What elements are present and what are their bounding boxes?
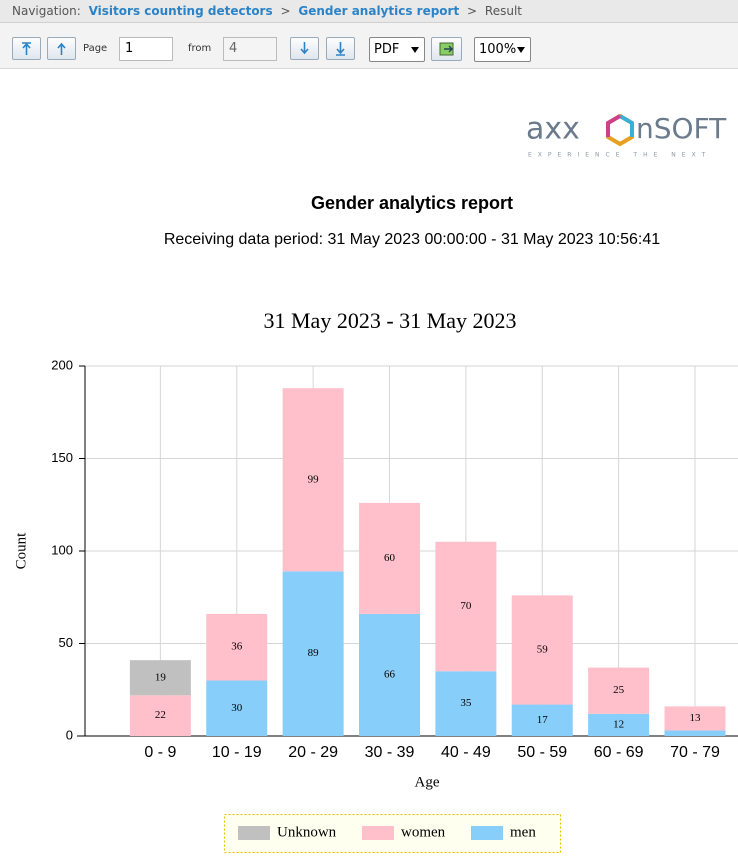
y-tick-label: 200	[51, 357, 73, 372]
x-tick-label: 20 - 29	[288, 744, 338, 761]
bar-segment	[435, 541, 497, 672]
y-axis-label: Count	[13, 532, 29, 570]
bar-segment	[358, 502, 420, 614]
data-label: 70	[460, 600, 472, 612]
data-label: 25	[613, 684, 625, 696]
chart: 31 May 2023 - 31 May 2023 0 50 100 150 200 Cou…	[13, 308, 738, 853]
report-period: Receiving data period: 31 May 2023 00:00…	[163, 231, 661, 248]
data-label: 12	[613, 718, 624, 730]
y-tick-label: 100	[51, 542, 73, 557]
first-page-button[interactable]	[12, 37, 41, 60]
y-tick-label: 0	[66, 727, 73, 742]
legend-swatch	[238, 826, 270, 840]
legend-swatch	[362, 826, 394, 840]
legend-swatch	[471, 826, 503, 840]
next-page-button[interactable]	[290, 37, 319, 60]
total-pages: 4	[223, 37, 277, 61]
chart-title: 31 May 2023 - 31 May 2023	[264, 308, 517, 333]
bar-segment	[282, 571, 344, 736]
data-label: 60	[384, 552, 396, 564]
bar-segment	[511, 595, 573, 705]
data-label: 89	[308, 647, 320, 659]
export-button[interactable]	[431, 37, 462, 61]
data-label: 17	[537, 714, 549, 726]
logo-text: nSOFT	[636, 112, 727, 145]
nav-current: Result	[484, 4, 522, 18]
bar-segment	[435, 671, 497, 736]
x-tick-label: 40 - 49	[441, 744, 491, 761]
data-label: 19	[155, 671, 167, 683]
navigation-bar: Navigation: Visitors counting detectors …	[0, 0, 738, 23]
nav-link[interactable]: Gender analytics report	[298, 4, 460, 18]
data-label: 35	[460, 697, 472, 709]
data-label: 99	[308, 473, 320, 485]
nav-label: Navigation:	[12, 4, 81, 18]
data-label: 59	[537, 644, 549, 656]
bar-segment	[206, 613, 268, 681]
nav-link[interactable]: Visitors counting detectors	[88, 4, 273, 18]
last-page-button[interactable]	[326, 37, 355, 60]
bar-segment	[282, 388, 344, 572]
x-tick-label: 10 - 19	[212, 744, 262, 761]
report-title: Gender analytics report	[310, 193, 514, 213]
bar-segment	[664, 706, 726, 731]
data-label: 30	[231, 702, 243, 714]
data-label: 22	[155, 709, 166, 721]
logo-tagline: EXPERIENCE THE NEXT	[528, 152, 711, 159]
y-tick-label: 50	[59, 635, 73, 650]
data-label: 66	[384, 668, 396, 680]
legend-label: Unknown	[277, 824, 337, 840]
prev-page-button[interactable]	[47, 37, 76, 60]
bar-segment	[129, 695, 191, 736]
logo-text: axx	[526, 112, 580, 147]
x-tick-label: 0 - 9	[144, 744, 176, 761]
data-label: 36	[231, 641, 243, 653]
x-tick-label: 50 - 59	[517, 744, 567, 761]
bar-segment	[206, 680, 268, 736]
y-tick-label: 150	[51, 450, 73, 465]
bar-segment	[588, 667, 650, 714]
legend-label: women	[401, 824, 446, 840]
bar-segment	[588, 713, 650, 736]
page-label: Page	[83, 43, 108, 54]
bar-segment	[664, 730, 726, 736]
zoom-select[interactable]: 100%	[474, 37, 531, 62]
x-tick-label: 70 - 79	[670, 744, 720, 761]
bar-segment	[129, 660, 191, 696]
from-label: from	[188, 43, 212, 54]
nav-separator: >	[280, 4, 291, 18]
bar-segment	[358, 613, 420, 736]
toolbar: Page 1 from 4 PDF 100%	[0, 23, 738, 69]
legend-label: men	[510, 824, 536, 840]
bar-segment	[511, 704, 573, 736]
data-label: 13	[689, 712, 701, 724]
x-axis-label: Age	[415, 774, 440, 790]
page-input[interactable]: 1	[119, 37, 173, 61]
format-select[interactable]: PDF	[369, 37, 425, 62]
x-tick-label: 30 - 39	[365, 744, 415, 761]
x-tick-label: 60 - 69	[594, 744, 644, 761]
nav-separator: >	[467, 4, 478, 18]
logo: axx nSOFT EXPERIENCE THE NEXT	[526, 112, 727, 159]
